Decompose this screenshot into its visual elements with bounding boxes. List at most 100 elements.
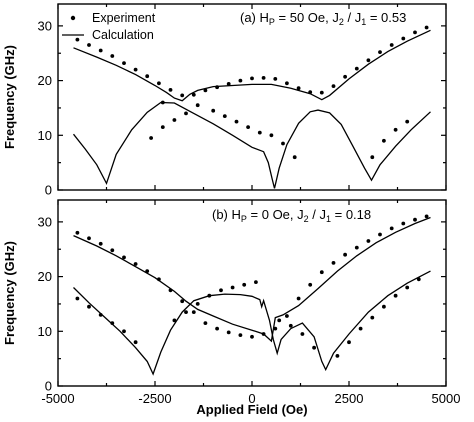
experiment-point xyxy=(157,81,161,86)
experiment-point xyxy=(401,36,406,41)
experiment-point xyxy=(254,280,258,284)
experiment-point xyxy=(405,119,410,124)
experiment-point xyxy=(250,76,254,81)
experiment-point xyxy=(168,88,173,92)
y-tick-label: 10 xyxy=(38,324,52,339)
y-tick-label: 30 xyxy=(38,18,52,33)
y-tick-label: 0 xyxy=(45,183,52,198)
experiment-point xyxy=(98,48,103,53)
experiment-point xyxy=(308,282,313,287)
experiment-point xyxy=(207,293,212,298)
y-tick-label: 10 xyxy=(38,128,52,143)
calculation-curve-2 xyxy=(72,101,431,189)
experiment-point xyxy=(195,302,200,306)
experiment-point xyxy=(354,245,359,250)
experiment-point xyxy=(378,50,382,54)
experiment-point xyxy=(215,85,220,90)
x-tick-label: -5000 xyxy=(41,391,74,406)
experiment-point xyxy=(122,61,126,65)
experiment-point xyxy=(331,84,336,88)
experiment-point xyxy=(308,90,313,94)
experiment-point xyxy=(312,345,316,350)
experiment-point xyxy=(87,304,91,309)
experiment-point xyxy=(219,288,223,293)
experiment-point xyxy=(354,66,359,71)
experiment-point xyxy=(98,313,103,317)
x-axis-label: Applied Field (Oe) xyxy=(196,402,307,417)
panel-b-plot-frame xyxy=(57,199,447,387)
experiment-point xyxy=(347,340,351,345)
x-tick-label: 5000 xyxy=(432,391,461,406)
experiment-point xyxy=(211,108,216,113)
legend: Experiment Calculation xyxy=(62,11,156,42)
experiment-point xyxy=(133,340,138,345)
experiment-point xyxy=(277,318,282,323)
experiment-point xyxy=(296,296,301,301)
experiment-point xyxy=(382,304,386,309)
experiment-point xyxy=(226,330,231,335)
experiment-point xyxy=(222,114,227,118)
experiment-point xyxy=(424,214,429,219)
experiment-point xyxy=(238,78,243,83)
experiment-point xyxy=(110,321,115,325)
experiment-point xyxy=(215,326,220,331)
experiment-point xyxy=(378,232,382,237)
experiment-point xyxy=(296,86,301,91)
experiment-point xyxy=(413,217,417,222)
experiment-point xyxy=(261,76,266,80)
x-tick-label: -2500 xyxy=(138,391,171,406)
experiment-point xyxy=(98,241,103,246)
experiment-point xyxy=(389,226,394,231)
experiment-point xyxy=(366,58,371,63)
experiment-point xyxy=(335,354,340,358)
experiment-point xyxy=(358,326,363,331)
x-tick-label: 0 xyxy=(248,391,255,406)
experiment-point xyxy=(172,318,177,323)
experiment-point xyxy=(87,43,91,47)
calculation-curve-1 xyxy=(73,216,431,343)
y-tick-label: 30 xyxy=(38,214,52,229)
experiment-point xyxy=(160,125,165,129)
experiment-point xyxy=(424,25,429,30)
panel-b: 0 10 20 30 -5000 -2500 0 2500 5000 (b) HP = 0 Oe… xyxy=(2,199,461,417)
experiment-point xyxy=(122,255,126,260)
experiment-point xyxy=(234,119,239,124)
experiment-point xyxy=(184,310,188,314)
experiment-point xyxy=(168,288,173,293)
experiment-point xyxy=(157,277,161,282)
panel-a-annotation: (a) HP = 50 Oe, J2 / J1 = 0.53 xyxy=(240,10,406,27)
panel-b-ticks: 0 10 20 30 -5000 -2500 0 2500 5000 xyxy=(38,200,461,406)
experiment-point xyxy=(285,81,289,86)
experiment-point xyxy=(191,92,196,97)
experiment-point xyxy=(75,296,80,301)
experiment-point xyxy=(149,136,154,140)
experiment-point xyxy=(160,100,165,105)
y-tick-label: 20 xyxy=(38,269,52,284)
x-tick-label: 2500 xyxy=(335,391,364,406)
calculation-curve-2 xyxy=(73,270,431,376)
experiment-point xyxy=(319,90,324,95)
panel-b-annotation: (b) HP = 0 Oe, J2 / J1 = 0.18 xyxy=(212,207,371,224)
panel-a-ticks: 0 10 20 30 xyxy=(38,4,447,198)
panel-b-calculation-curves xyxy=(73,216,431,376)
experiment-point xyxy=(133,262,138,266)
experiment-point xyxy=(257,130,262,135)
experiment-point xyxy=(110,54,115,58)
experiment-point xyxy=(401,221,406,226)
experiment-point xyxy=(246,125,251,129)
experiment-point xyxy=(285,314,289,318)
experiment-point xyxy=(300,332,305,336)
experiment-point xyxy=(180,93,185,98)
experiment-point xyxy=(343,74,347,79)
experiment-point xyxy=(180,299,185,304)
experiment-point xyxy=(413,30,417,35)
experiment-point xyxy=(416,277,421,282)
calculation-curve-1 xyxy=(73,29,431,102)
experiment-point xyxy=(366,239,371,243)
experiment-point xyxy=(261,332,266,336)
y-tick-label: 0 xyxy=(45,379,52,394)
experiment-point xyxy=(203,321,208,325)
experiment-point xyxy=(382,138,386,143)
legend-experiment-marker xyxy=(70,15,76,21)
